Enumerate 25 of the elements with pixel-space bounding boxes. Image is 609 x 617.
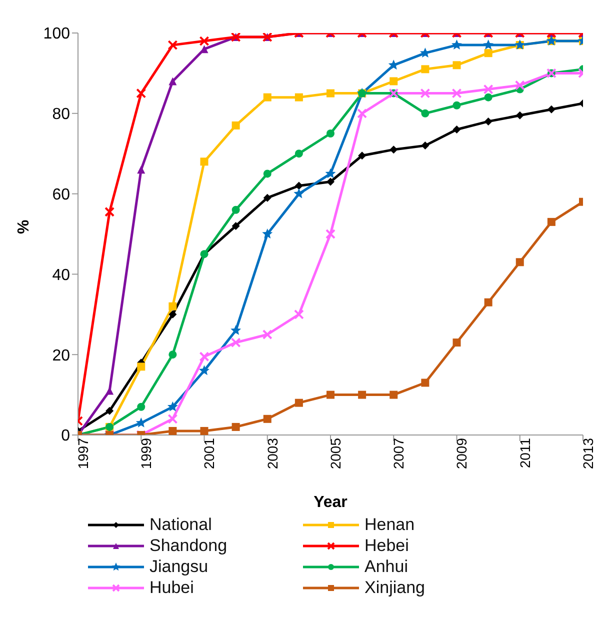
legend-label: National — [150, 515, 212, 535]
x-tick-label: 1997 — [74, 438, 91, 470]
legend-label: Jiangsu — [150, 557, 208, 577]
legend-label: Shandong — [150, 536, 228, 556]
legend-label: Anhui — [364, 557, 408, 577]
x-tick-label: 2011 — [516, 438, 533, 468]
x-tick-label: 2007 — [390, 438, 407, 470]
legend-label: Hebei — [364, 536, 409, 556]
y-tick-label: 40 — [52, 266, 70, 284]
x-tick-label: 1999 — [138, 438, 154, 470]
x-tick-label: 2005 — [327, 438, 344, 470]
y-axis-title: % — [16, 220, 33, 234]
x-tick-label: 2013 — [580, 438, 596, 470]
legend-label: Henan — [364, 515, 415, 535]
y-tick-label: 0 — [61, 428, 70, 445]
x-axis-title: Year — [314, 494, 348, 511]
x-tick-label: 2009 — [454, 438, 470, 470]
y-tick-label: 20 — [52, 347, 70, 364]
y-tick-label: 60 — [52, 186, 70, 204]
legend-label: Hubei — [150, 578, 194, 598]
y-tick-label: 80 — [52, 106, 70, 124]
legend-label: Xinjiang — [364, 578, 425, 598]
y-tick-label: 100 — [43, 26, 70, 43]
x-tick-label: 2003 — [264, 438, 280, 470]
x-tick-label: 2001 — [201, 438, 218, 470]
